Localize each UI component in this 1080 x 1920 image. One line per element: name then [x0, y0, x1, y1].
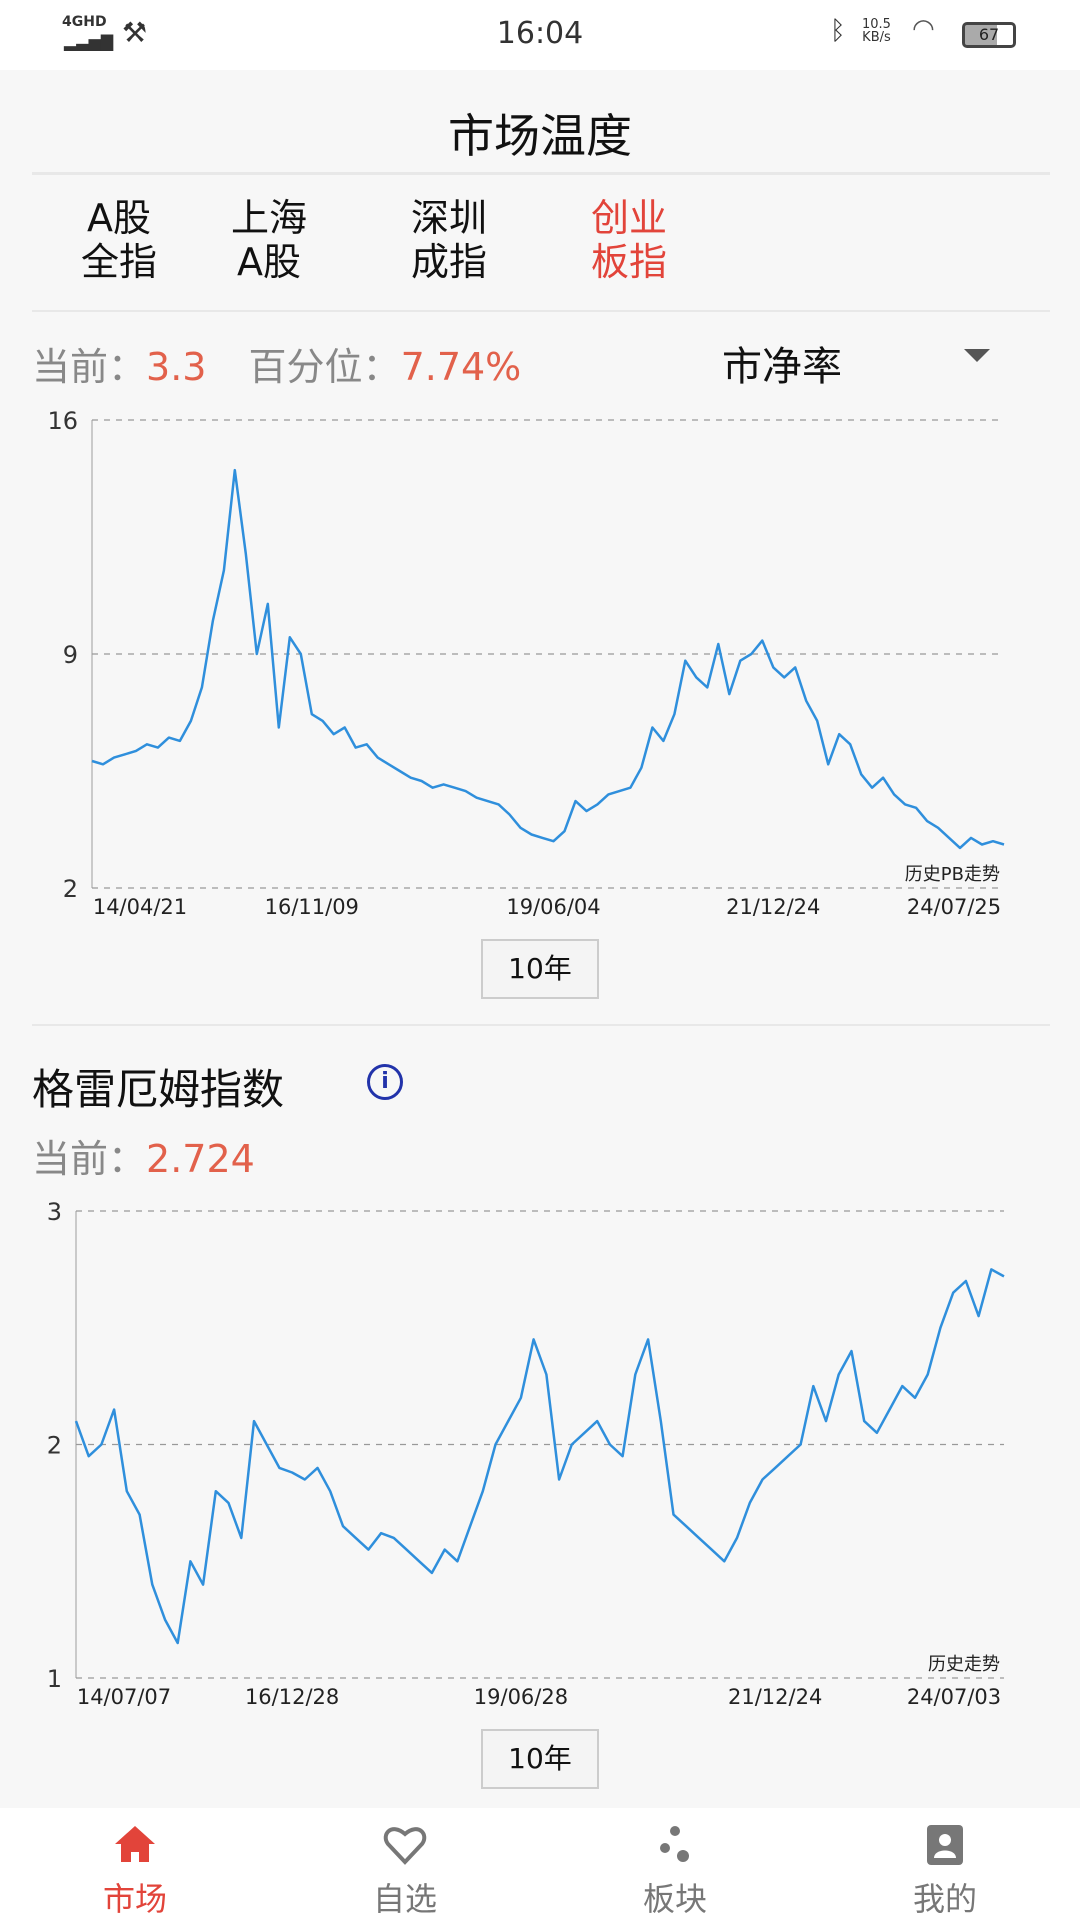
- tab-label: A股: [87, 196, 151, 240]
- nav-sectors[interactable]: 板块: [540, 1808, 810, 1920]
- x-tick-label: 19/06/28: [474, 1685, 568, 1709]
- y-tick-label: 1: [47, 1665, 62, 1693]
- divider: [32, 172, 1050, 175]
- tab-a-share-all[interactable]: A股 全指: [59, 196, 179, 284]
- pb-current-row: 当前：3.3 百分位：7.74%: [32, 336, 521, 391]
- speed-unit: KB/s: [862, 30, 891, 45]
- percentile-label: 百分位：: [248, 345, 401, 389]
- current-label: 当前：: [32, 345, 147, 389]
- tab-chinext[interactable]: 创业 板指: [569, 196, 689, 284]
- x-tick-label: 16/12/28: [245, 1685, 339, 1709]
- status-bar: 4GHD ▂▃▅▇ ⚒ 16:04 ᛒ 10.5 KB/s ◠ 67: [0, 0, 1080, 70]
- percentile-value: 7.74%: [400, 345, 522, 389]
- y-tick-label: 3: [47, 1198, 62, 1226]
- current-value: 3.3: [146, 345, 207, 389]
- series-line: [91, 468, 1005, 850]
- wifi-icon: ◠: [912, 14, 935, 44]
- x-tick-label: 14/04/21: [93, 895, 187, 919]
- tab-label: A股: [237, 240, 301, 284]
- nav-label: 板块: [642, 1880, 707, 1918]
- tab-shenzhen[interactable]: 深圳 成指: [389, 196, 509, 284]
- nav-label: 市场: [102, 1880, 167, 1918]
- pb-chart: 16 9 2 14/04/21 16/11/09 19/06/04 21/12/24 24/0…: [47, 407, 1005, 919]
- graham-current-row: 当前：2.724: [32, 1128, 255, 1183]
- nav-profile[interactable]: 我的: [810, 1808, 1080, 1920]
- clock: 16:04: [496, 16, 584, 51]
- home-icon: [115, 1826, 155, 1862]
- x-tick-label: 21/12/24: [728, 1685, 822, 1709]
- x-tick-label: 24/07/25: [907, 895, 1001, 919]
- y-tick-label: 9: [63, 641, 78, 669]
- tab-label: 创业: [590, 196, 667, 240]
- page-title: 市场温度: [448, 109, 632, 163]
- current-label: 当前：: [32, 1137, 147, 1181]
- x-tick-label: 19/06/04: [506, 895, 600, 919]
- tab-label: 全指: [80, 240, 157, 284]
- pb-period-button[interactable]: 10年: [481, 939, 599, 999]
- bluetooth-icon: ᛒ: [830, 16, 846, 46]
- net-speed: 10.5 KB/s: [862, 18, 891, 44]
- divider: [32, 310, 1050, 312]
- chevron-down-icon[interactable]: [964, 349, 990, 362]
- metric-dropdown[interactable]: 市净率: [722, 344, 842, 390]
- graham-period-button[interactable]: 10年: [481, 1729, 599, 1789]
- tab-label: 深圳: [410, 196, 487, 240]
- tab-label: 成指: [410, 240, 487, 284]
- nav-market[interactable]: 市场: [0, 1808, 270, 1920]
- graham-title: 格雷厄姆指数: [32, 1065, 285, 1114]
- tab-label: 上海: [230, 196, 307, 240]
- series-line: [74, 1268, 1005, 1645]
- nav-label: 自选: [372, 1880, 437, 1918]
- graham-chart: 3 2 1 14/07/07 16/12/28 19/06/28 21/12/24 24/07…: [47, 1198, 1005, 1709]
- divider: [32, 1024, 1050, 1026]
- y-tick-label: 2: [47, 1432, 62, 1460]
- current-value: 2.724: [146, 1137, 255, 1181]
- battery-icon: 67: [962, 22, 1016, 48]
- signal-bars-icon: ▂▃▅▇: [64, 32, 114, 51]
- x-tick-label: 14/07/07: [77, 1685, 171, 1709]
- y-tick-label: 2: [63, 875, 78, 903]
- chart-annotation: 历史走势: [928, 1654, 1000, 1675]
- x-tick-label: 21/12/24: [726, 895, 820, 919]
- tab-shanghai-a[interactable]: 上海 A股: [209, 196, 329, 284]
- nav-watchlist[interactable]: 自选: [270, 1808, 540, 1920]
- dots-icon: [660, 1826, 689, 1862]
- tools-icon: ⚒: [122, 16, 148, 49]
- nav-label: 我的: [912, 1880, 977, 1918]
- bottom-nav: 市场 自选 板块 我的: [0, 1808, 1080, 1920]
- badge-icon: [927, 1825, 963, 1865]
- info-icon[interactable]: i: [367, 1064, 403, 1100]
- heart-icon: [383, 1827, 427, 1865]
- tab-label: 板指: [590, 240, 667, 284]
- y-tick-label: 16: [47, 407, 78, 435]
- speed-value: 10.5: [862, 17, 891, 32]
- x-tick-label: 24/07/03: [907, 1685, 1001, 1709]
- x-tick-label: 16/11/09: [265, 895, 359, 919]
- signal-indicator: 4GHD: [62, 14, 107, 30]
- chart-annotation: 历史PB走势: [905, 864, 1000, 885]
